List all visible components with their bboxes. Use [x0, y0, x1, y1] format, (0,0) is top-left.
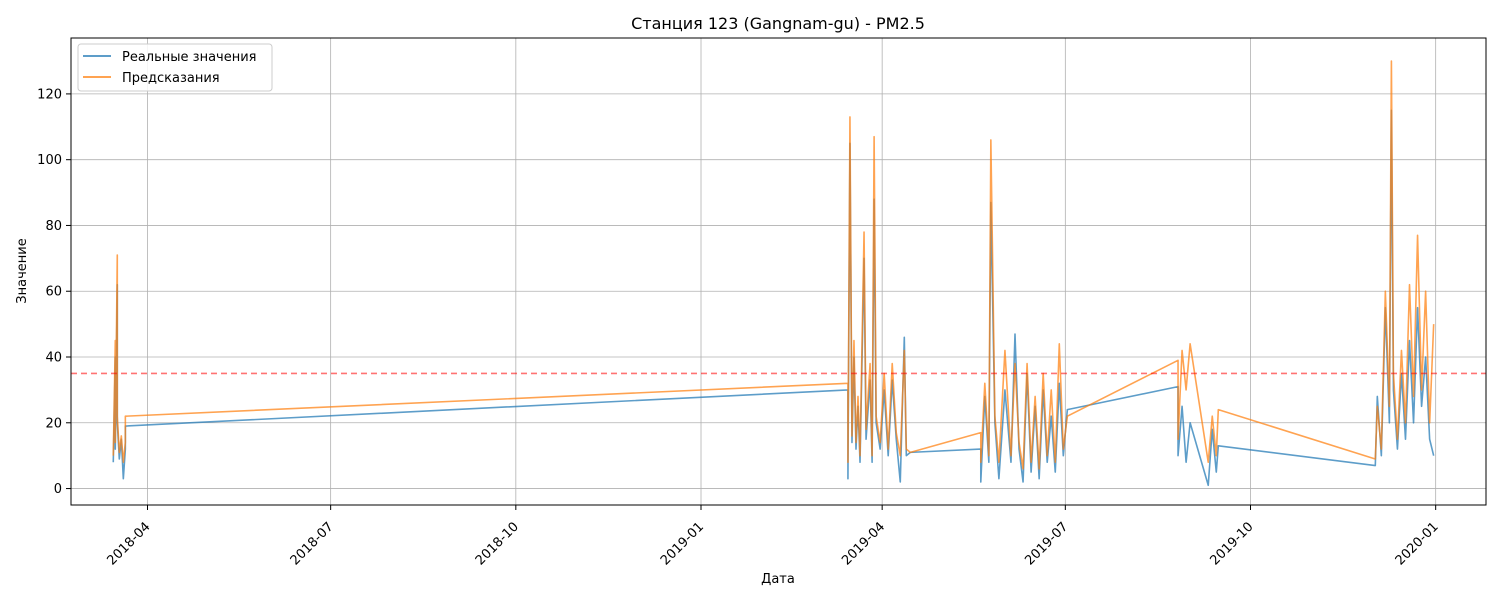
x-tick-label: 2020-01: [1393, 519, 1442, 568]
series-line-real: [112, 109, 1435, 487]
x-axis-label: Дата: [761, 572, 795, 587]
series-line-predicted: [112, 60, 1435, 470]
y-tick-label: 100: [37, 153, 62, 168]
series-group: [112, 60, 1435, 487]
legend-label-predicted: Предсказания: [122, 71, 220, 86]
y-tick-label: 20: [45, 416, 62, 431]
plot-frame: [70, 37, 1487, 506]
y-tick-label: 120: [37, 87, 62, 102]
y-tick-label: 80: [45, 219, 62, 234]
x-axis: 2018-04 2018-07 2018-10 2019-01 2019-04 2019-…: [105, 505, 1442, 568]
x-tick-label: 2018-04: [105, 519, 154, 568]
legend: Реальные значения Предсказания: [77, 43, 273, 92]
legend-label-real: Реальные значения: [122, 50, 257, 65]
x-tick-label: 2019-07: [1022, 519, 1071, 568]
x-tick-label: 2019-04: [839, 519, 888, 568]
x-tick-label: 2018-07: [288, 519, 337, 568]
y-axis-label: Значение: [15, 238, 30, 303]
x-tick-label: 2019-01: [658, 519, 707, 568]
y-tick-label: 40: [45, 351, 62, 366]
chart-title: Станция 123 (Gangnam-gu) - PM2.5: [631, 14, 925, 33]
legend-box: [77, 43, 273, 92]
grid: [71, 38, 1486, 505]
x-tick-label: 2019-10: [1208, 519, 1257, 568]
y-tick-label: 0: [54, 482, 62, 497]
x-tick-label: 2018-10: [473, 519, 522, 568]
y-axis: 0 20 40 60 80 100 120: [37, 87, 71, 497]
y-tick-label: 60: [45, 285, 62, 300]
